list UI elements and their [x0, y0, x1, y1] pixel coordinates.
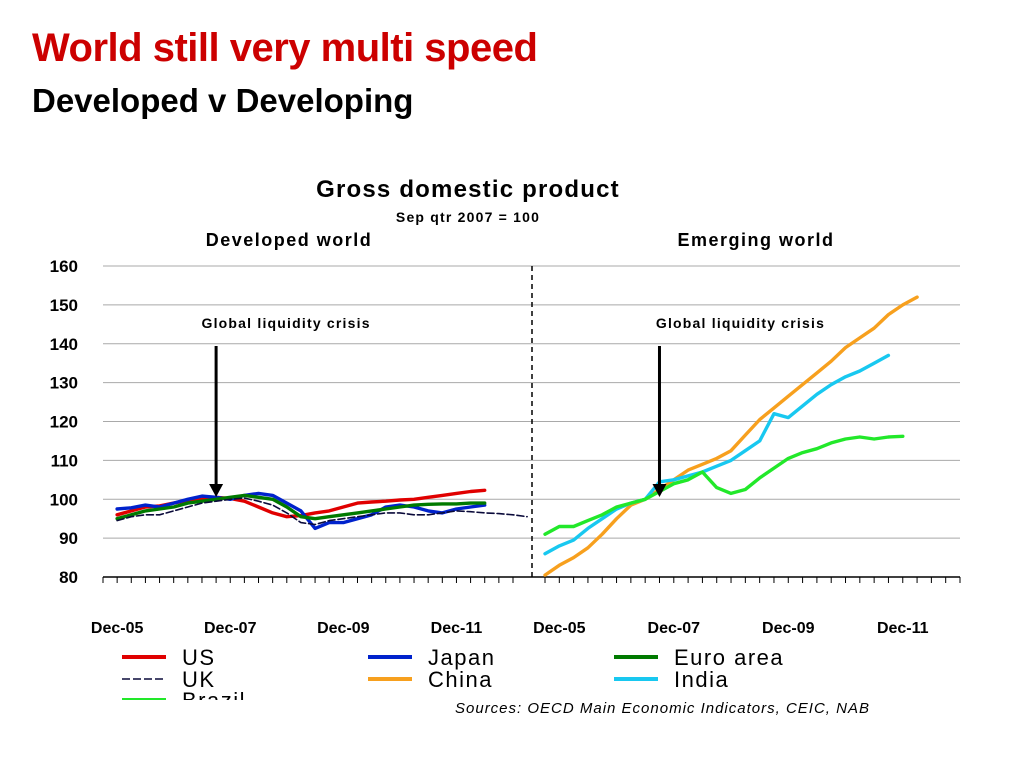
y-tick-label: 90: [59, 529, 78, 548]
x-tick-label: Dec-07: [648, 620, 701, 637]
panel-label-emerging: Emerging world: [677, 230, 834, 250]
gdp-chart: Gross domestic product Sep qtr 2007 = 10…: [50, 176, 961, 700]
series-line-euro-area: [115, 493, 487, 521]
crisis-annotation-label: Global liquidity crisis: [656, 315, 825, 331]
source-note: Sources: OECD Main Economic Indicators, …: [455, 700, 870, 717]
legend-label-japan: Japan: [428, 645, 495, 670]
crisis-arrow-head: [209, 484, 224, 497]
slide-title: World still very multi speed: [32, 26, 538, 70]
series-line-china: [543, 295, 919, 577]
y-axis: 80 90 100 110 120 130 140 150 160: [50, 257, 78, 587]
series-line-japan: [115, 491, 487, 531]
series-line-uk: [116, 497, 528, 526]
annotations: Global liquidity crisis Global liquidity …: [202, 315, 825, 497]
crisis-arrow-head: [652, 484, 667, 497]
legend-label-us: US: [182, 645, 216, 670]
x-tick-label: Dec-11: [877, 620, 929, 637]
crisis-annotation-label: Global liquidity crisis: [202, 315, 371, 331]
y-tick-label: 100: [50, 490, 78, 509]
y-tick-label: 140: [50, 335, 78, 354]
y-tick-label: 160: [50, 257, 78, 276]
x-axis: Dec-05 Dec-07 Dec-09 Dec-11 Dec-05 Dec-07 Dec-…: [91, 576, 961, 637]
legend-label-india: India: [674, 667, 729, 692]
slide-subtitle: Developed v Developing: [32, 82, 414, 119]
y-tick-label: 80: [59, 568, 78, 587]
legend-label-euro-area: Euro area: [674, 645, 784, 670]
y-tick-label: 120: [50, 413, 78, 432]
legend-label-china: China: [428, 667, 493, 692]
chart-title: Gross domestic product: [316, 176, 620, 203]
x-tick-label: Dec-11: [431, 620, 483, 637]
series-lines: [115, 295, 919, 577]
x-tick-label: Dec-09: [317, 620, 370, 637]
series-line-india: [543, 353, 891, 556]
legend: US Japan Euro area UK China India Brazil: [122, 645, 784, 700]
legend-label-uk: UK: [182, 667, 216, 692]
x-tick-label: Dec-07: [204, 620, 257, 637]
x-tick-label: Dec-05: [91, 620, 144, 637]
panel-label-developed: Developed world: [206, 230, 373, 250]
y-tick-label: 130: [50, 374, 78, 393]
y-tick-label: 150: [50, 296, 78, 315]
chart-subtitle: Sep qtr 2007 = 100: [396, 209, 540, 225]
y-tick-label: 110: [51, 451, 78, 470]
x-tick-label: Dec-09: [762, 620, 815, 637]
series-line-brazil: [543, 434, 905, 536]
x-tick-label: Dec-05: [533, 620, 586, 637]
legend-label-brazil: Brazil: [182, 688, 246, 700]
